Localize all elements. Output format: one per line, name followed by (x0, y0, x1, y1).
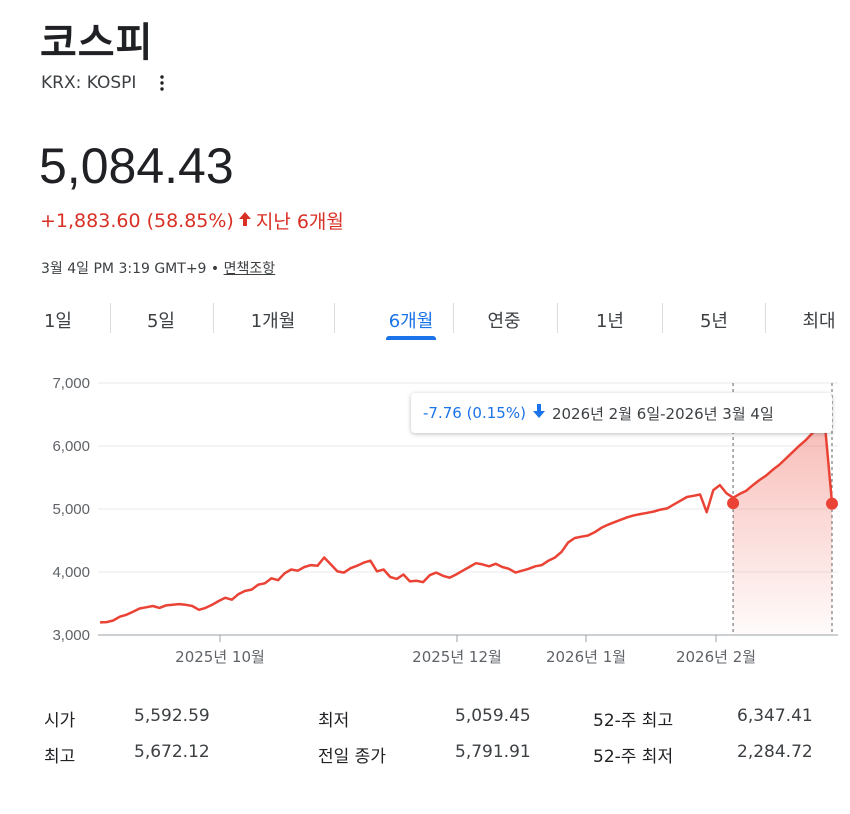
vertical-dots-icon (160, 75, 165, 91)
disclaimer-link[interactable]: 면책조항 (223, 261, 276, 277)
active-tab-indicator (386, 336, 436, 340)
stat-label-52w-high: 52-주 최고 (593, 711, 674, 731)
stat-value-prev-close: 5,791.91 (455, 742, 531, 762)
current-price: 5,084.43 (39, 138, 234, 194)
quote-meta: 3월 4일 PM 3:19 GMT+9 • 면책조항 (41, 258, 275, 278)
quote-timestamp: 3월 4일 PM 3:19 GMT+9 • (41, 261, 220, 277)
tab-divider (662, 303, 663, 333)
tab-6m[interactable]: 6개월 (388, 311, 434, 332)
range-change: -7.76 (0.15%) (423, 404, 526, 422)
price-line (99, 424, 834, 624)
tab-1d[interactable]: 1일 (43, 311, 72, 332)
stat-label-high: 최고 (44, 747, 76, 767)
stat-label-open: 시가 (44, 711, 76, 731)
y-tick-label: 7,000 (52, 375, 90, 392)
index-title: 코스피 (40, 20, 154, 66)
ticker-row: KRX: KOSPI (41, 73, 172, 93)
stat-value-52w-low: 2,284.72 (737, 742, 813, 762)
selection-area (733, 425, 832, 635)
change-period: 지난 6개월 (255, 211, 344, 233)
selection-end-point[interactable] (826, 497, 838, 510)
arrow-down-icon (532, 403, 546, 423)
stat-value-low: 5,059.45 (455, 706, 531, 726)
tab-ytd[interactable]: 연중 (487, 311, 521, 332)
tab-divider (453, 303, 454, 333)
x-tick-label: 2025년 12월 (412, 648, 502, 666)
stat-value-open: 5,592.59 (134, 706, 210, 726)
price-change: +1,883.60 (58.85%) (40, 209, 234, 232)
tab-1m[interactable]: 1개월 (250, 311, 296, 332)
range-dates: 2026년 2월 6일-2026년 3월 4일 (551, 404, 774, 423)
y-tick-label: 3,000 (52, 627, 90, 644)
stat-label-52w-low: 52-주 최저 (593, 747, 674, 767)
tab-divider (334, 303, 335, 333)
x-tick-label: 2025년 10월 (175, 648, 265, 666)
stat-value-high: 5,672.12 (134, 742, 210, 762)
stat-label-low: 최저 (318, 711, 350, 731)
range-tooltip: -7.76 (0.15%) 2026년 2월 6일-2026년 3월 4일 (411, 393, 832, 433)
tab-5y[interactable]: 5년 (699, 311, 728, 332)
y-tick-label: 5,000 (52, 501, 90, 518)
x-tick-label: 2026년 2월 (676, 648, 756, 666)
more-options-icon[interactable] (152, 73, 172, 93)
tab-5d[interactable]: 5일 (146, 311, 175, 332)
stat-label-prev-close: 전일 종가 (318, 747, 386, 767)
x-tick-label: 2026년 1월 (546, 648, 626, 666)
ticker-symbol: KRX: KOSPI (41, 73, 137, 93)
y-tick-label: 6,000 (52, 438, 90, 455)
y-tick-label: 4,000 (52, 564, 90, 581)
price-change-row: +1,883.60 (58.85%) 지난 6개월 (40, 207, 344, 234)
tab-divider (213, 303, 214, 333)
selection-start-point[interactable] (727, 497, 740, 510)
tab-divider (765, 303, 766, 333)
range-tabs: 1일 5일 1개월 6개월 연중 1년 5년 최대 (0, 300, 850, 344)
stat-value-52w-high: 6,347.41 (737, 706, 813, 726)
tab-max[interactable]: 최대 (802, 311, 836, 332)
arrow-up-icon (238, 210, 252, 232)
tab-divider (557, 303, 558, 333)
tab-1y[interactable]: 1년 (595, 311, 624, 332)
tab-divider (110, 303, 111, 333)
